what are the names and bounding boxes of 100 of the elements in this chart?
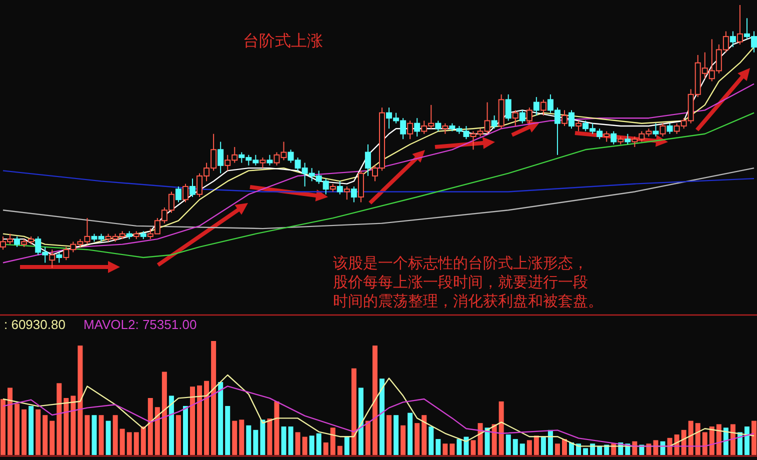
bar (380, 378, 385, 455)
bar (140, 426, 146, 455)
bar (709, 426, 714, 455)
bar (64, 398, 69, 455)
bar (309, 436, 314, 455)
bar (92, 415, 97, 455)
bar (106, 420, 111, 455)
bar (42, 415, 48, 455)
bar (744, 426, 750, 455)
bar (358, 388, 364, 455)
candlestick (624, 133, 631, 145)
bar (14, 404, 20, 455)
bar (267, 418, 272, 455)
candlestick (336, 180, 343, 195)
bar (126, 432, 132, 455)
candlestick (364, 144, 371, 176)
bar (478, 423, 483, 455)
text: : 60930.80 (4, 317, 66, 332)
bar (112, 415, 118, 455)
bar (386, 415, 392, 455)
bar (562, 439, 567, 455)
candlestick (358, 170, 364, 203)
candlestick (604, 130, 610, 142)
candlestick (14, 236, 20, 248)
bar (351, 368, 356, 455)
bar (428, 426, 434, 455)
bar (506, 434, 511, 455)
bar (70, 396, 76, 455)
bar (534, 436, 539, 455)
bar (752, 420, 756, 455)
bar (730, 424, 736, 455)
bar (239, 420, 244, 455)
bar (154, 407, 160, 455)
bar (695, 423, 700, 455)
candlestick (344, 186, 350, 200)
bar (302, 436, 308, 455)
bar (56, 383, 62, 455)
candlestick (568, 110, 575, 130)
bar (211, 341, 216, 455)
bar (554, 444, 560, 455)
text: 台阶式上涨 (243, 32, 323, 50)
bar (22, 409, 27, 455)
bar (436, 439, 441, 455)
bar (723, 428, 728, 455)
bar (653, 440, 658, 455)
bar (422, 415, 427, 455)
bar (372, 346, 378, 455)
candlestick (519, 110, 526, 124)
candlestick (435, 120, 442, 132)
bar (456, 439, 462, 455)
bar (274, 401, 280, 455)
bar (148, 398, 153, 455)
bar (512, 439, 518, 455)
bar (569, 442, 574, 455)
candlestick (512, 110, 518, 126)
bar (540, 436, 546, 455)
candlestick (190, 178, 196, 198)
bar (548, 430, 553, 455)
candlestick (561, 110, 568, 126)
candlestick (610, 130, 617, 145)
bar (190, 386, 196, 455)
candlestick (652, 122, 659, 137)
bar (176, 415, 181, 455)
candlestick (49, 249, 56, 268)
candlestick (730, 30, 736, 48)
bar (225, 406, 230, 455)
candlestick (407, 120, 414, 140)
bar (8, 388, 13, 455)
bar (450, 444, 455, 455)
bar (253, 430, 258, 455)
candlestick (266, 154, 273, 166)
candlestick (576, 120, 582, 132)
candlestick (491, 114, 498, 130)
bar (414, 423, 420, 455)
candlestick (182, 183, 188, 203)
bar (288, 426, 294, 455)
bar (218, 382, 224, 455)
bar (464, 436, 469, 455)
bar (526, 440, 532, 455)
candlestick (660, 122, 666, 137)
bar (162, 372, 167, 455)
candlestick (175, 186, 182, 203)
bar (470, 440, 476, 455)
bar (442, 444, 448, 455)
bar (168, 396, 174, 455)
bar (84, 415, 90, 455)
bar (232, 420, 238, 455)
candlestick (736, 4, 743, 45)
bar (98, 415, 104, 455)
candlestick (260, 157, 266, 169)
bar (484, 428, 490, 455)
bar (182, 406, 188, 455)
bar (365, 420, 370, 455)
bar (28, 406, 34, 455)
bar (197, 385, 202, 455)
bar (120, 428, 125, 455)
bar (316, 433, 322, 455)
bar (492, 424, 497, 455)
candlestick (540, 99, 546, 116)
bar (295, 432, 300, 455)
